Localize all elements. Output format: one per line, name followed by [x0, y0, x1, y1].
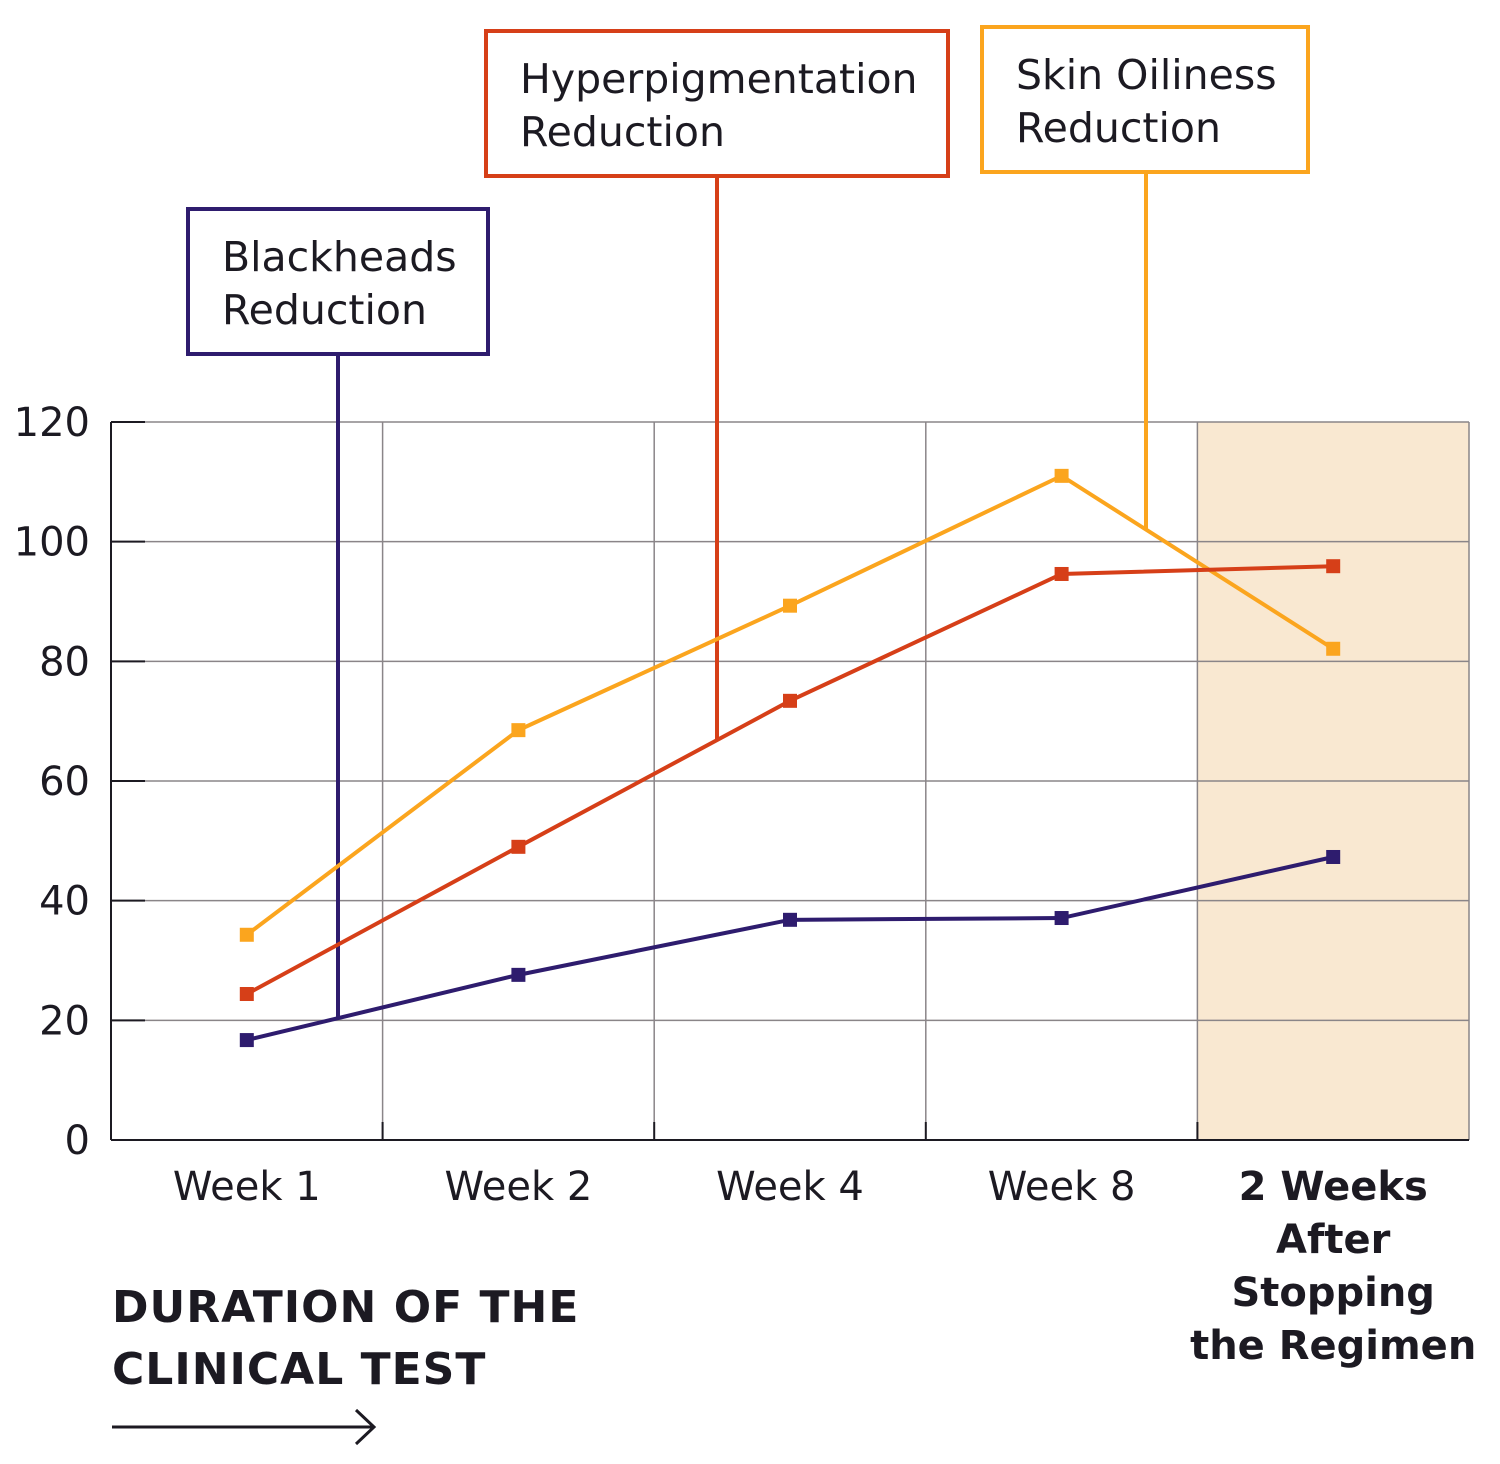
data-point	[1326, 559, 1341, 574]
data-point	[1054, 911, 1069, 926]
x-tick-label: Week 2	[445, 1164, 593, 1210]
x-axis-title-line-1: DURATION OF THE	[112, 1282, 579, 1333]
x-tick-label: Week 1	[173, 1164, 321, 1210]
data-point	[511, 723, 526, 738]
data-point	[1326, 641, 1341, 656]
legend-label: Reduction	[520, 108, 725, 156]
y-tick-label: 60	[39, 759, 90, 805]
data-point	[239, 987, 254, 1002]
legend-label: Reduction	[222, 286, 427, 334]
data-point	[783, 598, 797, 613]
x-tick-label: the Regimen	[1190, 1323, 1476, 1369]
y-tick-label: 40	[39, 879, 90, 925]
y-tick-label: 20	[39, 998, 90, 1044]
legend-label: Hyperpigmentation	[520, 55, 918, 103]
y-tick-label: 100	[14, 520, 90, 566]
data-point	[1054, 468, 1069, 483]
data-point	[239, 927, 254, 942]
x-tick-label: 2 Weeks	[1239, 1164, 1428, 1210]
y-tick-label: 80	[39, 639, 90, 685]
x-tick-label: Week 4	[716, 1164, 864, 1210]
data-point	[239, 1033, 254, 1048]
y-tick-label: 120	[14, 400, 90, 446]
legend-callout-box	[980, 25, 1310, 174]
arrow-right-icon	[112, 1408, 377, 1446]
legend-label: Skin Oiliness	[1016, 51, 1277, 99]
legend-label: Reduction	[1016, 104, 1221, 152]
legend-callout-box	[186, 207, 490, 356]
data-point	[511, 967, 526, 982]
x-tick-label: Stopping	[1231, 1270, 1435, 1316]
data-point	[511, 839, 526, 854]
legend-label: Blackheads	[222, 233, 457, 281]
series-line	[245, 564, 1334, 996]
data-point	[1326, 849, 1341, 864]
data-point	[783, 693, 797, 708]
x-tick-label: After	[1276, 1217, 1391, 1263]
data-point	[1054, 566, 1069, 581]
legend-callout-box	[484, 29, 950, 178]
series-line	[246, 855, 1334, 1043]
x-tick-label: Week 8	[988, 1164, 1136, 1210]
y-tick-label: 0	[65, 1118, 90, 1164]
x-axis-title-line-2: CLINICAL TEST	[112, 1344, 486, 1395]
data-point	[783, 912, 797, 927]
